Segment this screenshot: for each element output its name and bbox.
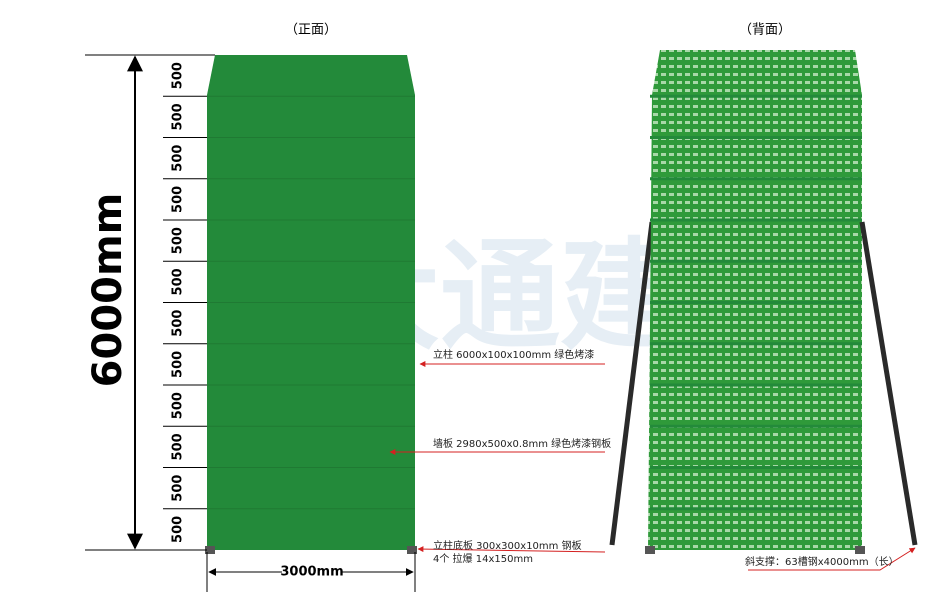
annotation: 立柱 6000x100x100mm 绿色烤漆 bbox=[433, 348, 594, 361]
segment-label: 500 bbox=[171, 103, 186, 130]
base-plate bbox=[855, 546, 865, 554]
annotation: 斜支撑：63槽钢x4000mm（长） bbox=[745, 555, 899, 568]
segment-label: 500 bbox=[171, 186, 186, 213]
base-plate bbox=[407, 546, 417, 554]
height-label: 6000mm bbox=[85, 193, 131, 388]
label-bg bbox=[282, 564, 342, 580]
segment-label: 500 bbox=[171, 351, 186, 378]
brace bbox=[859, 221, 918, 546]
segments bbox=[650, 94, 862, 511]
annotation: 4个 拉爆 14x150mm bbox=[433, 552, 533, 565]
segment-label: 500 bbox=[171, 392, 186, 419]
width-label: 3000mm bbox=[280, 565, 343, 580]
segment-label: 500 bbox=[171, 433, 186, 460]
segment-label: 500 bbox=[171, 145, 186, 172]
segment-label: 500 bbox=[171, 227, 186, 254]
pointer bbox=[748, 547, 916, 571]
back-title: （背面） bbox=[739, 23, 791, 38]
segments: 500 500 500 500 500 500 500 500 500 500 500 500 bbox=[163, 62, 415, 543]
segment-label: 500 bbox=[171, 268, 186, 295]
annotation: 立柱底板 300x300x10mm 钢板 bbox=[433, 539, 582, 552]
base-plate bbox=[645, 546, 655, 554]
pointer bbox=[417, 546, 606, 553]
brace bbox=[609, 221, 655, 546]
base-plate bbox=[205, 546, 215, 554]
annotation: 墙板 2980x500x0.8mm 绿色烤漆钢板 bbox=[433, 437, 611, 450]
back-panel bbox=[648, 50, 862, 550]
front-title: （正面） bbox=[285, 23, 337, 38]
segment-label: 500 bbox=[171, 62, 186, 89]
segment-label: 500 bbox=[171, 310, 186, 337]
segment-label: 500 bbox=[171, 475, 186, 502]
segment-label: 500 bbox=[171, 516, 186, 543]
